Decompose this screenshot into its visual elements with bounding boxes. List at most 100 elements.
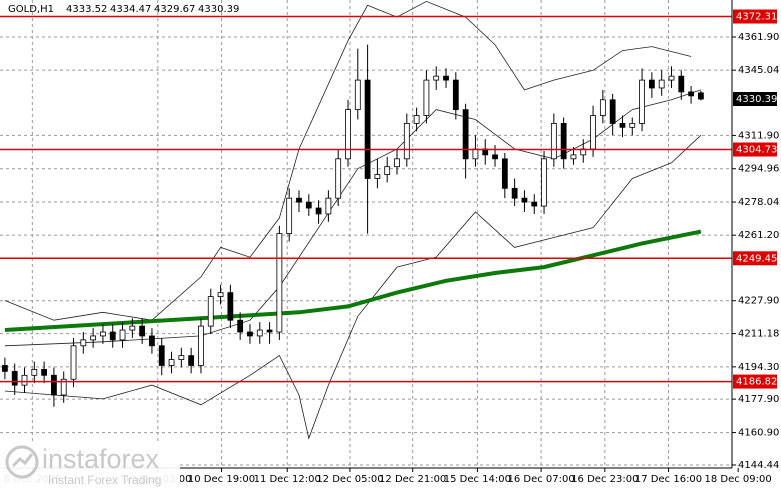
candle-body: [697, 92, 704, 100]
candle-body: [119, 329, 126, 341]
indicator-line: [4, 229, 702, 332]
candle-body: [550, 122, 557, 160]
candle-body: [296, 197, 302, 203]
candle-body: [129, 325, 136, 331]
candle-body: [609, 99, 616, 124]
candle-body: [247, 331, 253, 337]
low-value: 4329.67: [154, 4, 195, 15]
candle-body: [2, 365, 8, 372]
candle-body: [276, 233, 283, 333]
candle-body: [452, 79, 459, 111]
candle-body: [315, 207, 322, 215]
level-label-bg: [733, 9, 777, 24]
candle-body: [403, 122, 410, 160]
candle-body: [462, 109, 469, 160]
header: GOLD,H1 4333.52 4334.47 4329.67 4330.39: [8, 4, 239, 15]
candle-body: [198, 325, 204, 366]
candle-body: [286, 197, 293, 235]
y-tick-label: 4227.90: [738, 296, 779, 307]
candle-body: [60, 378, 67, 396]
candle-body: [266, 329, 273, 333]
x-tick-label: 12 Dec 05:00: [316, 474, 383, 485]
candle-body: [158, 345, 165, 366]
candle-body: [443, 75, 449, 81]
candle-body: [629, 122, 636, 128]
candle-body: [335, 158, 342, 199]
x-tick-label: 16 Dec 23:00: [571, 474, 638, 485]
x-tick-label: 18 Dec 09:00: [705, 474, 772, 485]
x-tick-label: 12 Dec 21:00: [379, 474, 446, 485]
logo-mark: [11, 453, 34, 468]
candle-body: [256, 329, 263, 337]
candle-body: [639, 79, 645, 124]
level-label: 4304.73: [736, 145, 777, 156]
candle-body: [433, 75, 440, 81]
candle-body: [70, 345, 77, 380]
candle-body: [423, 79, 430, 116]
candle-body: [570, 154, 577, 160]
candle-body: [531, 201, 538, 207]
x-tick-label: 10 Dec 19:00: [188, 474, 255, 485]
candle-body: [599, 99, 606, 116]
candle-body: [541, 158, 547, 207]
indicator-line: [4, 134, 702, 440]
x-tick-label: 17 Dec 16:00: [635, 474, 702, 485]
candle-body: [325, 197, 332, 215]
y-tick-label: 4160.90: [738, 428, 779, 439]
candle-body: [678, 75, 685, 93]
candle-body: [492, 154, 498, 160]
candle-body: [51, 374, 57, 396]
level-label-bg: [733, 374, 777, 389]
candle-body: [139, 325, 146, 337]
last-price-bg: [733, 92, 777, 107]
candle-body: [413, 115, 420, 124]
y-tick-label: 4144.44: [738, 460, 779, 471]
candle-body: [501, 158, 508, 189]
candle-body: [560, 122, 567, 160]
x-tick-label: 11 Dec 12:00: [254, 474, 321, 485]
candle-body: [178, 355, 185, 360]
level-label: 4186.82: [736, 377, 777, 388]
level-label: 4372.31: [736, 12, 777, 23]
logo-ring: [5, 445, 39, 479]
tagline: Instant Forex Trading: [48, 473, 161, 487]
y-tick-label: 4261.20: [738, 230, 779, 241]
plot-area: [0, 0, 732, 468]
candle-body: [11, 370, 18, 386]
axes: 4361.90 4345.04 4311.90 4294.96 4278.04 4261.…: [4, 9, 779, 485]
candle-body: [688, 91, 694, 97]
y-tick-label: 4345.04: [738, 65, 779, 76]
candle-body: [590, 115, 596, 150]
y-tick-label: 4361.90: [738, 32, 779, 43]
y-tick-label: 4311.90: [738, 130, 779, 141]
candle-body: [658, 79, 665, 89]
level-label: 4249.45: [736, 253, 777, 264]
y-tick-label: 4211.18: [738, 329, 779, 340]
indicator-line: [4, 0, 692, 321]
candle-body: [149, 335, 155, 347]
close-value: 4330.39: [198, 4, 239, 15]
candle-body: [668, 75, 675, 81]
candle-body: [619, 122, 626, 128]
watermark: instaforex Instant Forex Trading: [0, 443, 180, 489]
candle-body: [207, 296, 214, 327]
high-value: 4334.47: [110, 4, 151, 15]
candle-body: [648, 79, 655, 89]
y-tick-label: 4194.30: [738, 362, 779, 373]
x-tick-label: 16 Dec 07:00: [507, 474, 574, 485]
candle-body: [521, 197, 528, 203]
level-label-bg: [733, 251, 777, 266]
candle-body: [374, 174, 381, 179]
candle-body: [90, 335, 97, 341]
candle-body: [354, 79, 361, 111]
candle-body: [80, 339, 87, 347]
y-tick-label: 4177.90: [738, 394, 779, 405]
candle-body: [31, 369, 38, 376]
y-tick-label: 4278.04: [738, 197, 779, 208]
brand: instaforex: [42, 444, 160, 474]
candle-body: [472, 148, 479, 160]
candle-body: [345, 109, 351, 160]
y-tick-label: 4294.96: [738, 164, 779, 175]
